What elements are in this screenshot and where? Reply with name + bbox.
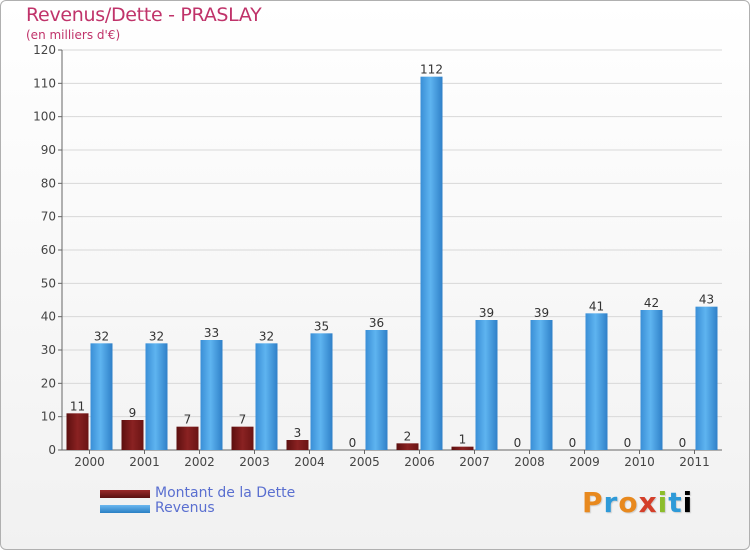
data-label-debt: 0 (349, 436, 357, 450)
x-tick-label: 2007 (459, 455, 490, 469)
y-tick-label: 50 (41, 276, 56, 290)
data-label-debt: 7 (184, 413, 192, 427)
logo-letter: i (682, 486, 694, 519)
y-tick-label: 70 (41, 210, 56, 224)
x-tick-label: 2005 (349, 455, 380, 469)
bar-revenue (420, 76, 443, 451)
logo-letter: t (668, 486, 683, 519)
data-label-revenue: 35 (314, 319, 329, 333)
bar-revenue (695, 306, 718, 450)
logo-letter: r (603, 486, 619, 519)
logo-letter: x (638, 486, 658, 519)
y-tick-label: 20 (41, 376, 56, 390)
x-tick-label: 2001 (129, 455, 160, 469)
y-tick-label: 100 (33, 110, 56, 124)
logo-letter: P (582, 486, 604, 519)
data-label-revenue: 39 (534, 306, 549, 320)
bar-revenue (475, 320, 498, 450)
data-label-revenue: 42 (644, 296, 659, 310)
y-tick-label: 110 (33, 76, 56, 90)
data-label-revenue: 32 (149, 329, 164, 343)
data-label-debt: 0 (514, 436, 522, 450)
y-tick-label: 90 (41, 143, 56, 157)
y-tick-label: 10 (41, 410, 56, 424)
data-label-revenue: 112 (420, 63, 443, 77)
data-label-debt: 2 (404, 429, 412, 443)
bar-revenue (255, 343, 278, 450)
bar-revenue (90, 343, 113, 450)
y-tick-label: 0 (48, 443, 56, 457)
x-tick-label: 2010 (624, 455, 655, 469)
data-label-revenue: 32 (94, 329, 109, 343)
bar-revenue (145, 343, 168, 450)
x-tick-label: 2004 (294, 455, 325, 469)
logo-letter: o (618, 486, 639, 519)
data-label-debt: 9 (129, 406, 137, 420)
bar-debt (176, 426, 199, 450)
bar-revenue (585, 313, 608, 450)
x-tick-label: 2006 (404, 455, 435, 469)
y-tick-label: 30 (41, 343, 56, 357)
data-label-revenue: 33 (204, 326, 219, 340)
y-tick-label: 40 (41, 310, 56, 324)
x-tick-label: 2009 (569, 455, 600, 469)
data-label-revenue: 39 (479, 306, 494, 320)
legend-label-revenue: Revenus (155, 500, 215, 516)
data-label-debt: 3 (294, 426, 302, 440)
legend-swatch-debt (100, 490, 150, 498)
data-label-debt: 11 (70, 399, 85, 413)
bar-debt (66, 413, 89, 450)
bar-revenue (640, 310, 663, 450)
logo-letter: i (657, 486, 669, 519)
data-label-debt: 0 (569, 436, 577, 450)
y-tick-label: 80 (41, 176, 56, 190)
bar-debt (121, 420, 144, 450)
x-tick-label: 2002 (184, 455, 215, 469)
data-label-debt: 7 (239, 413, 247, 427)
bar-debt (451, 446, 474, 450)
legend-label-debt: Montant de la Dette (155, 485, 296, 501)
bar-revenue (365, 330, 388, 450)
x-tick-label: 2003 (239, 455, 270, 469)
data-label-debt: 0 (679, 436, 687, 450)
x-tick-label: 2000 (74, 455, 105, 469)
chart-subtitle: (en milliers d'€) (26, 28, 121, 42)
y-tick-label: 120 (33, 43, 56, 57)
bar-revenue (530, 320, 553, 450)
x-tick-label: 2011 (679, 455, 710, 469)
data-label-debt: 0 (624, 436, 632, 450)
legend-swatch-revenue (100, 505, 150, 513)
y-tick-label: 60 (41, 243, 56, 257)
data-label-debt: 1 (459, 433, 467, 447)
data-label-revenue: 41 (589, 299, 604, 313)
data-label-revenue: 32 (259, 329, 274, 343)
x-tick-label: 2008 (514, 455, 545, 469)
data-label-revenue: 36 (369, 316, 384, 330)
chart-title: Revenus/Dette - PRASLAY (26, 4, 262, 26)
bar-debt (396, 443, 419, 450)
data-label-revenue: 43 (699, 293, 714, 307)
proxiti-logo: Proxiti (582, 486, 693, 519)
bar-revenue (200, 340, 223, 450)
bar-debt (231, 426, 254, 450)
bar-revenue (310, 333, 333, 450)
bar-debt (286, 440, 309, 450)
